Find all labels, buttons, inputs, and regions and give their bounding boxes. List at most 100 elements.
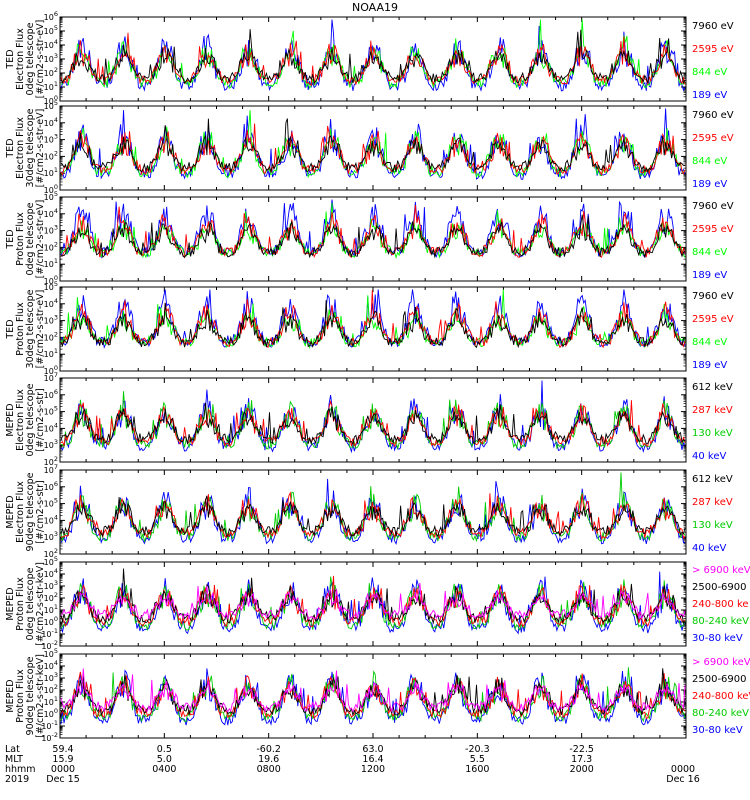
footer-value: 0000: [51, 764, 75, 775]
legend-entry: 80-240 keV: [692, 708, 749, 719]
trace-group: [60, 289, 686, 350]
y-axis-label: Proton Flux: [15, 577, 26, 631]
footer-value: 5.0: [157, 754, 172, 765]
legend-entry: 7960 eV: [692, 201, 734, 212]
series-trace: [60, 199, 686, 259]
y-axis-label: MEPED: [5, 403, 16, 436]
y-axis-label: 0deg telescope: [25, 202, 36, 275]
series-trace: [60, 29, 686, 85]
plot-frame: [59, 653, 687, 739]
trace-group: [60, 472, 686, 545]
footer-row-label: Lat: [5, 744, 20, 755]
footer-value: 0400: [152, 764, 176, 775]
trace-group: [60, 108, 686, 180]
chart-title: NOAA19: [352, 1, 398, 14]
y-axis-label: Electron Flux: [15, 389, 26, 451]
series-trace: [60, 214, 686, 259]
series-trace: [60, 402, 686, 446]
legend-entry: 844 eV: [692, 156, 727, 167]
legend-entry: > 6900 keV: [692, 565, 750, 576]
footer-value: 19.6: [258, 754, 279, 765]
trace-group: [60, 667, 686, 726]
y-axis-label: 90deg telescope: [25, 472, 36, 551]
y-axis-label: Electron Flux: [15, 28, 26, 90]
legend-entry: 30-80 keV: [692, 633, 743, 644]
legend-entry: 240-800 keV: [692, 691, 750, 702]
y-axis-label: TED: [5, 138, 16, 158]
legend-entry: 2500-6900: [692, 582, 747, 593]
footer-value: 2000: [570, 764, 594, 775]
y-axis-label: [#/cm2-s-str-eV]: [35, 290, 46, 369]
y-axis-label: Electron Flux: [15, 481, 26, 543]
legend-entry: 287 keV: [692, 405, 733, 416]
y-axis-label: MEPED: [5, 679, 16, 712]
trace-group: [60, 568, 686, 635]
y-axis-label: MEPED: [5, 495, 16, 528]
y-axis-label: 0deg telescope: [25, 383, 36, 456]
y-axis-label: 0deg telescope: [25, 22, 36, 95]
series-trace: [60, 32, 686, 87]
y-axis-label: TED: [5, 49, 16, 69]
series-trace: [60, 204, 686, 259]
legend-entry: 612 keV: [692, 382, 733, 393]
trace-group: [60, 380, 686, 454]
footer-value: 5.5: [470, 754, 485, 765]
y-axis-label: [#/cm2-s-str-eV]: [35, 20, 46, 99]
legend-entry: 80-240 keV: [692, 616, 749, 627]
y-axis-label: Electron Flux: [15, 117, 26, 179]
legend-entry: 7960 eV: [692, 110, 734, 121]
legend-entry: 30-80 keV: [692, 725, 743, 736]
y-axis-label: MEPED: [5, 587, 16, 620]
legend-entry: 130 keV: [692, 428, 733, 439]
series-trace: [60, 123, 686, 177]
y-axis-label: TED: [5, 229, 16, 249]
plot-frame: [59, 377, 687, 463]
legend-entry: 2595 eV: [692, 314, 734, 325]
legend-entry: 130 keV: [692, 520, 733, 531]
series-trace: [60, 118, 686, 174]
y-axis-label: 30deg telescope: [25, 289, 36, 368]
series-trace: [60, 582, 686, 621]
legend-entry: 2595 eV: [692, 224, 734, 235]
series-trace: [61, 391, 686, 450]
series-trace: [60, 571, 686, 635]
footer-row-label: MLT: [5, 754, 23, 765]
legend-entry: 189 eV: [692, 360, 727, 371]
series-trace: [60, 668, 686, 714]
y-axis-label: 90deg telescope: [25, 656, 36, 735]
legend-entry: 287 keV: [692, 497, 733, 508]
y-axis-label: Proton Flux: [15, 212, 26, 266]
footer-value: -22.5: [569, 744, 594, 755]
y-axis-label: Proton Flux: [15, 302, 26, 356]
series-trace: [60, 495, 686, 538]
footer-value: 0800: [257, 764, 281, 775]
legend-entry: 2595 eV: [692, 44, 734, 55]
y-axis-label: TED: [5, 319, 16, 339]
legend-entry: 189 eV: [692, 179, 727, 190]
legend-entry: 2500-6900: [692, 674, 747, 685]
footer-value: 1600: [465, 764, 489, 775]
y-axis-label: [#/cm2-s-str]: [35, 388, 46, 451]
y-axis-label: [#/cm2-s-str-eV]: [35, 200, 46, 279]
trace-group: [60, 199, 686, 259]
legend-entry: 40 keV: [692, 543, 726, 554]
footer-value: 0000: [671, 764, 695, 775]
footer-value: -60.2: [256, 744, 281, 755]
legend-entry: 189 eV: [692, 270, 727, 281]
footer-value: 63.0: [362, 744, 383, 755]
y-axis-label: 0deg telescope: [25, 567, 36, 640]
footer-value: -20.3: [465, 744, 490, 755]
footer-value: 0.5: [157, 744, 172, 755]
footer-value: Dec 16: [666, 774, 700, 785]
legend-entry: 40 keV: [692, 451, 726, 462]
footer-value: 1200: [361, 764, 385, 775]
